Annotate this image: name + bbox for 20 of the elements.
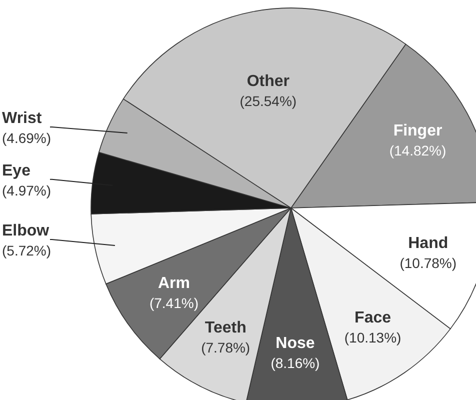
slice-label: Elbow bbox=[2, 222, 50, 240]
data-label: (10.78%) bbox=[400, 254, 457, 271]
slice-label: Face bbox=[354, 310, 392, 327]
data-label: (7.41%) bbox=[149, 294, 198, 311]
data-label: (5.72%) bbox=[2, 242, 52, 258]
data-label: (4.69%) bbox=[2, 130, 52, 146]
slice-label: Other bbox=[246, 73, 290, 90]
slice-label: Nose bbox=[276, 334, 315, 352]
data-label: (8.16%) bbox=[270, 354, 320, 371]
data-label: (4.97%) bbox=[2, 182, 52, 198]
data-label: (25.54%) bbox=[240, 93, 297, 110]
slice-label: Hand bbox=[408, 234, 448, 252]
data-label: (14.82%) bbox=[389, 142, 446, 159]
slice-label: Wrist bbox=[2, 110, 42, 128]
slice-label: Eye bbox=[2, 162, 31, 180]
data-label: (10.13%) bbox=[344, 330, 402, 346]
slice-label: Finger bbox=[393, 122, 442, 140]
slice-label: Teeth bbox=[204, 319, 246, 336]
data-label: (7.78%) bbox=[201, 339, 250, 356]
slice-label: Arm bbox=[158, 274, 190, 292]
